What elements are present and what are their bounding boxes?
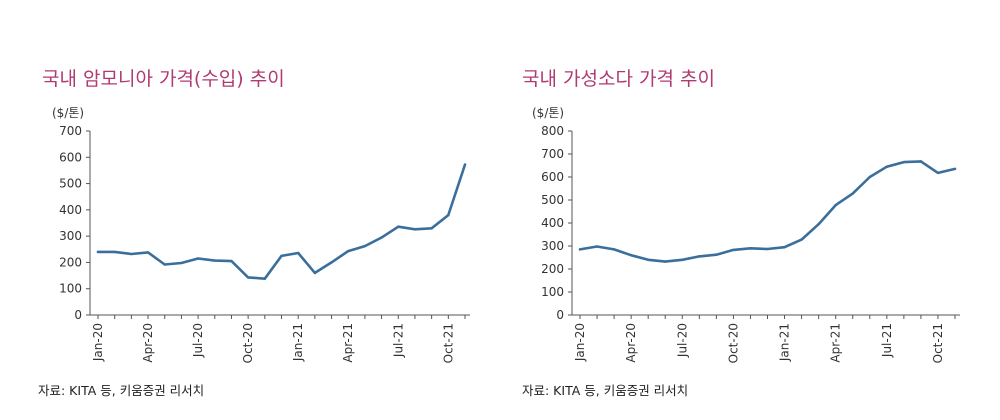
x-tick-label: Jul-20: [675, 323, 689, 358]
chart-panel-caustic-soda: 국내 가성소다 가격 추이 ($/톤) 0 100 200 300 400 500 600 7…: [500, 0, 1000, 420]
data-point: [664, 260, 667, 263]
chart-title: 국내 가성소다 가격 추이: [522, 68, 715, 90]
data-point: [113, 250, 116, 254]
y-unit-label: ($/톤): [52, 106, 85, 120]
y-tick-label: 0: [556, 308, 564, 322]
series-line: [96, 163, 467, 281]
x-tick-label: Jul-21: [880, 323, 894, 358]
data-point: [263, 277, 267, 280]
data-point: [936, 171, 940, 175]
data-point: [397, 225, 400, 228]
y-tick-label: 700: [59, 124, 82, 138]
data-point: [347, 249, 350, 253]
data-point: [851, 192, 854, 195]
y-tick-label: 200: [541, 262, 564, 276]
y-tick-label: 500: [59, 177, 82, 191]
data-point: [313, 271, 317, 275]
data-point: [196, 257, 200, 260]
data-point: [213, 259, 216, 262]
x-tick-label: Oct-21: [931, 323, 945, 363]
line-chart-caustic-soda: 0 100 200 300 400 500 600 700 800 Jan-20 Apr-20 Jul…: [541, 124, 960, 363]
data-point: [681, 258, 684, 261]
data-point: [698, 255, 701, 258]
data-point: [413, 228, 417, 231]
data-point: [363, 244, 367, 248]
data-point: [783, 245, 786, 249]
data-point: [430, 227, 433, 230]
data-point: [766, 247, 769, 251]
data-point: [595, 245, 599, 248]
chart-title: 국내 암모니아 가격(수입) 추이: [42, 68, 285, 90]
y-tick-label: 0: [74, 308, 82, 322]
y-tick-label: 800: [541, 124, 564, 138]
data-point: [463, 163, 467, 166]
y-tick-label: 100: [59, 282, 82, 296]
y-tick-label: 300: [59, 229, 82, 243]
x-tick-label: Oct-20: [241, 323, 255, 363]
x-tick-label: Apr-21: [341, 323, 355, 363]
y-tick-label: 600: [59, 150, 82, 164]
data-point: [296, 251, 300, 255]
y-tick-label: 100: [541, 285, 564, 299]
line-chart-ammonia: 0 100 200 300 400 500 600 700 Jan-20 Apr-20 Jul-20…: [59, 124, 470, 363]
data-point: [330, 261, 333, 264]
source-note: 자료: KITA 등, 키움증권 리서치: [522, 383, 689, 398]
data-point: [96, 250, 100, 254]
data-point: [715, 253, 718, 256]
y-unit-label: ($/톤): [532, 106, 565, 120]
data-point: [953, 167, 957, 171]
data-point: [447, 213, 450, 217]
y-tick-label: 200: [59, 255, 82, 269]
data-point: [612, 248, 616, 251]
x-tick-label: Jul-20: [191, 323, 205, 358]
data-point: [246, 276, 250, 279]
y-tick-label: 700: [541, 147, 564, 161]
x-tick-label: Jan-20: [573, 323, 587, 362]
x-tick-label: Oct-20: [726, 323, 740, 363]
data-point: [885, 165, 889, 168]
x-tick-label: Oct-21: [441, 323, 455, 363]
data-point: [230, 259, 233, 263]
x-tick-label: Jan-21: [778, 323, 792, 362]
data-point: [868, 175, 871, 179]
data-point: [834, 203, 837, 207]
data-point: [646, 258, 650, 261]
y-tick-label: 400: [541, 216, 564, 230]
data-point: [800, 238, 803, 241]
data-point: [578, 248, 582, 251]
data-point: [280, 254, 283, 258]
data-point: [749, 247, 752, 250]
data-point: [380, 236, 383, 239]
data-point: [919, 160, 923, 163]
data-point: [180, 261, 183, 265]
data-point: [732, 248, 735, 252]
data-point: [817, 222, 820, 226]
y-tick-label: 500: [541, 193, 564, 207]
y-tick-label: 300: [541, 239, 564, 253]
x-tick-label: Apr-21: [829, 323, 843, 363]
x-tick-label: Apr-20: [141, 323, 155, 363]
chart-panel-ammonia: 국내 암모니아 가격(수입) 추이 ($/톤) 0 100 200 300 400 500…: [38, 68, 470, 398]
x-tick-label: Jan-20: [91, 323, 105, 362]
series-line: [578, 160, 957, 263]
y-tick-label: 600: [541, 170, 564, 184]
data-point: [146, 251, 150, 254]
source-note: 자료: KITA 등, 키움증권 리서치: [38, 383, 205, 398]
data-point: [902, 160, 906, 164]
data-point: [163, 263, 166, 266]
x-tick-label: Apr-20: [624, 323, 638, 363]
x-tick-label: Jul-21: [391, 323, 405, 358]
data-point: [629, 254, 633, 257]
data-point: [130, 252, 133, 256]
y-tick-label: 400: [59, 203, 82, 217]
x-tick-label: Jan-21: [291, 323, 305, 362]
